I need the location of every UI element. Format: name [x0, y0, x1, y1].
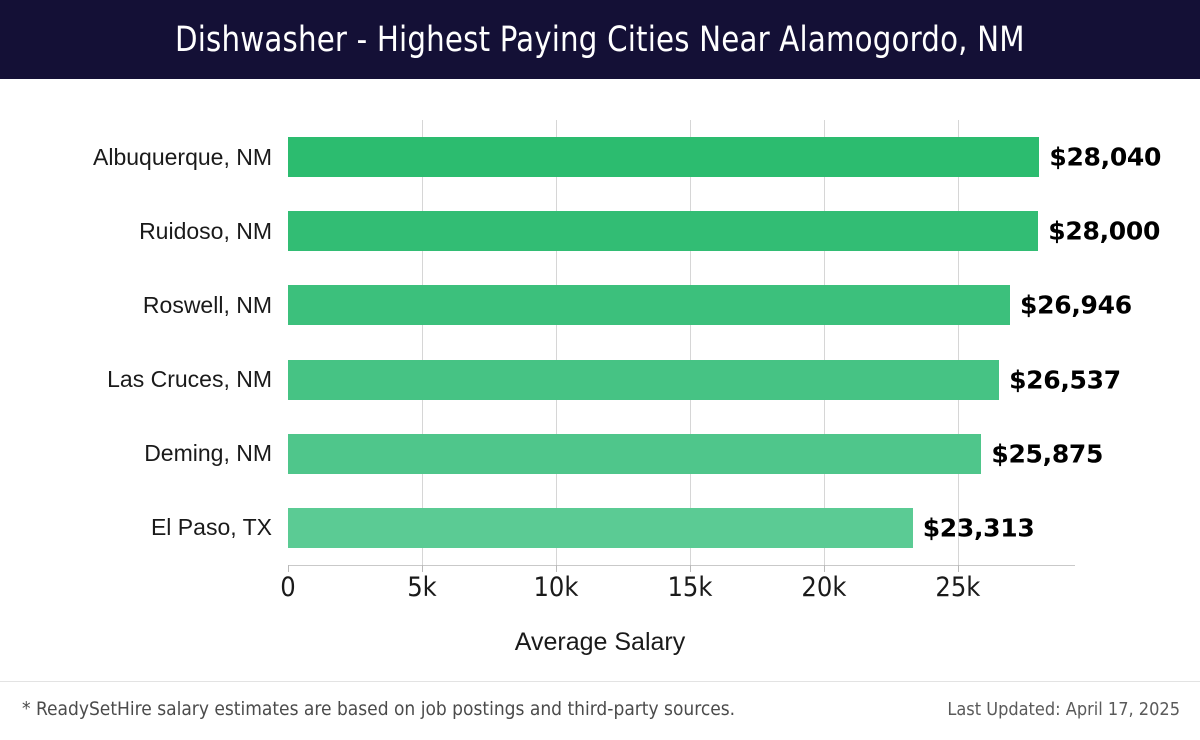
y-axis-category-label: Las Cruces, NM [107, 366, 272, 393]
gridline [823, 120, 825, 565]
title-bar: Dishwasher - Highest Paying Cities Near … [0, 0, 1200, 79]
x-axis-tick-label: 0 [280, 572, 296, 603]
bar-row[interactable]: $25,875 [288, 433, 1103, 474]
bar-row[interactable]: $23,313 [288, 507, 1075, 548]
x-axis-tick-label: 10k [533, 572, 579, 603]
bar[interactable] [288, 359, 1000, 400]
x-axis-tick [288, 565, 289, 572]
x-axis-title: Average Salary [514, 628, 686, 656]
chart-plot-area: $28,040 $28,000 $26,946 $26,537 $25,875 $23,3… [288, 120, 1161, 565]
footer-last-updated: Last Updated: April 17, 2025 [947, 699, 1180, 720]
bar[interactable] [288, 285, 1011, 326]
y-axis-labels: Albuquerque, NM Ruidoso, NM Roswell, NM Las… [0, 120, 288, 565]
x-axis-tick-label: 25k [935, 572, 981, 603]
bar-value-label: $26,946 [1020, 290, 1132, 320]
bar-value-label: $26,537 [1009, 365, 1121, 395]
bar-value-label: $25,875 [991, 439, 1104, 469]
gridline [689, 120, 691, 565]
gridline [957, 120, 959, 565]
x-axis-tick-label: 5k [407, 572, 437, 603]
bar-value-label: $23,313 [922, 513, 1035, 543]
y-axis-category-label: Roswell, NM [142, 291, 272, 318]
bar-row[interactable]: $26,537 [288, 359, 1121, 400]
bar[interactable] [288, 211, 1039, 252]
gridline [555, 120, 557, 565]
bar[interactable] [288, 433, 982, 474]
y-axis-category-label: Deming, NM [144, 440, 272, 467]
x-axis-tick [957, 565, 959, 572]
x-axis-tick [689, 565, 691, 572]
bar-row[interactable]: $26,946 [288, 285, 1132, 326]
page-title: Dishwasher - Highest Paying Cities Near … [175, 19, 1025, 60]
x-axis-tick [823, 565, 825, 572]
gridline [421, 120, 423, 565]
y-axis-category-label: Albuquerque, NM [93, 143, 272, 170]
bar[interactable] [288, 137, 1040, 178]
x-axis-tick [421, 565, 423, 572]
footer-disclaimer: * ReadySetHire salary estimates are base… [22, 698, 736, 720]
bar-value-label: $28,000 [1048, 216, 1161, 246]
bar-row[interactable]: $28,000 [288, 211, 1160, 252]
y-axis-category-label: Ruidoso, NM [139, 217, 272, 244]
x-axis-line [288, 565, 1075, 566]
x-axis-tick-label: 20k [801, 572, 847, 603]
bar-row[interactable]: $28,040 [288, 137, 1161, 178]
footer-divider [0, 681, 1200, 682]
x-axis-tick [555, 565, 557, 572]
bar-value-label: $28,040 [1049, 142, 1162, 172]
bar[interactable] [288, 507, 913, 548]
x-axis-tick-label: 15k [667, 572, 713, 603]
y-axis-category-label: El Paso, TX [150, 514, 272, 541]
